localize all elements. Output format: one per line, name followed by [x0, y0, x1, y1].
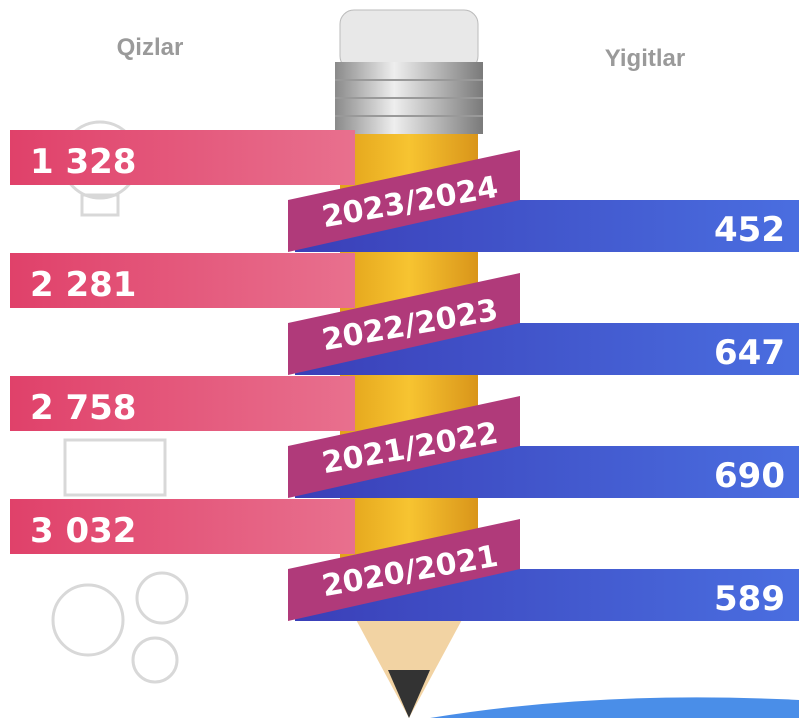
girls-value: 2 758 — [30, 388, 136, 428]
corner-wave — [430, 697, 799, 718]
infographic: 1 3284522023/20242 2816472022/20232 7586… — [0, 0, 799, 718]
boys-value: 452 — [714, 210, 785, 250]
girls-value: 2 281 — [30, 265, 136, 305]
boys-value: 647 — [714, 333, 785, 373]
header-left: Qizlar — [117, 34, 184, 61]
header-right: Yigitlar — [605, 45, 685, 72]
boys-value: 690 — [714, 456, 785, 496]
girls-value: 1 328 — [30, 142, 136, 182]
boys-value: 589 — [714, 579, 785, 619]
girls-value: 3 032 — [30, 511, 136, 551]
